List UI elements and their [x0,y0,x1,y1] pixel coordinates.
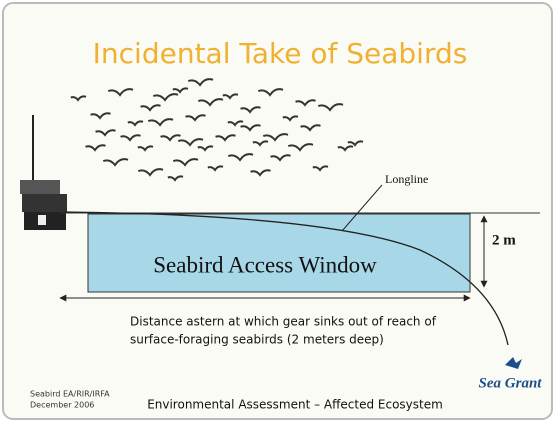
caption-line: Distance astern at which gear sinks out … [130,315,437,329]
slide: Incidental Take of Seabirds Longline 2 m… [0,0,555,422]
title: Incidental Take of Seabirds [93,37,468,70]
depth-label: 2 m [492,232,516,248]
footer-center: Environmental Assessment – Affected Ecos… [147,398,443,412]
longline-label: Longline [385,172,428,186]
logo: Sea Grant [479,375,543,391]
footer-left: Seabird EA/RIR/IRFA [30,390,110,399]
caption-line: surface-foraging seabirds (2 meters deep… [130,333,384,347]
window-label: Seabird Access Window [153,252,377,277]
footer-left: December 2006 [30,401,94,410]
